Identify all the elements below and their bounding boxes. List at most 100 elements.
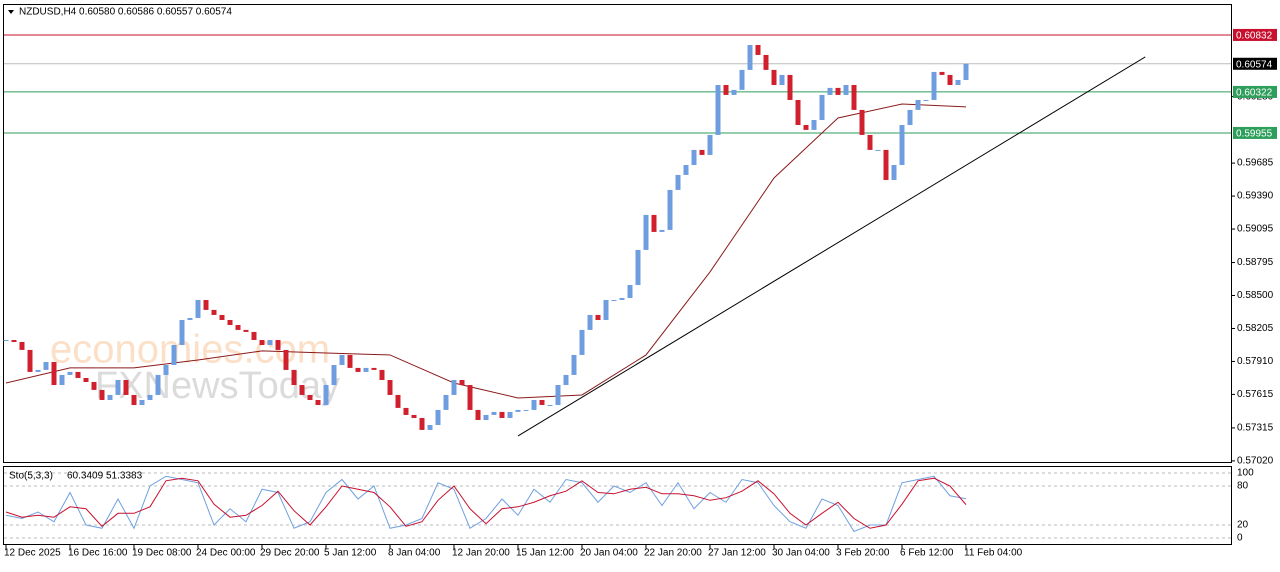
candle-body xyxy=(915,99,921,110)
candle-body xyxy=(651,214,657,232)
candle-body xyxy=(355,367,361,372)
x-tick-label: 22 Jan 20:00 xyxy=(644,548,702,559)
candle-body xyxy=(115,379,121,395)
x-tick-label: 5 Jan 12:00 xyxy=(324,548,377,559)
candle-body xyxy=(819,94,825,120)
candle-body xyxy=(443,394,449,410)
candle-body xyxy=(147,394,153,400)
candle-body xyxy=(307,394,313,400)
stoch-frame xyxy=(3,466,1232,545)
y-tick-label: 0.58205 xyxy=(1237,323,1274,334)
candle-body xyxy=(707,134,713,155)
candle-body xyxy=(859,109,865,135)
candle-body xyxy=(547,405,553,407)
candle-body xyxy=(59,374,65,386)
candle-body xyxy=(411,414,417,418)
candle-body xyxy=(139,399,145,406)
level-label-box xyxy=(1233,28,1277,41)
candle-body xyxy=(427,425,433,430)
candle-body xyxy=(435,409,441,426)
candle-body xyxy=(955,79,961,86)
candle-body xyxy=(267,339,273,346)
level-label-box xyxy=(1233,57,1277,70)
candle-body xyxy=(795,99,801,126)
candle-body xyxy=(171,345,177,366)
candle-body xyxy=(331,365,337,386)
candle-body xyxy=(283,349,289,370)
candle-body xyxy=(755,45,761,55)
candle-body xyxy=(803,125,809,130)
candle-body xyxy=(299,385,305,395)
candle-body xyxy=(107,394,113,400)
x-tick-label: 16 Dec 16:00 xyxy=(68,548,128,559)
candle-body xyxy=(315,399,321,406)
candle-body xyxy=(291,369,297,386)
candle-body xyxy=(67,371,73,375)
candle-body xyxy=(35,369,41,372)
candle-body xyxy=(371,367,377,370)
x-tick-label: 6 Feb 12:00 xyxy=(900,548,954,559)
candle-body xyxy=(899,125,905,166)
candle-body xyxy=(19,341,25,350)
candle-body xyxy=(771,69,777,86)
candle-body xyxy=(11,339,17,342)
candle-body xyxy=(891,165,897,180)
y-tick-label: 0.57020 xyxy=(1237,456,1274,467)
candle-body xyxy=(531,399,537,410)
x-tick-label: 8 Jan 04:00 xyxy=(388,548,441,559)
y-tick-label: 0.57315 xyxy=(1237,423,1274,434)
candle-body xyxy=(483,414,489,420)
candle-body xyxy=(99,389,105,400)
candle-body xyxy=(227,319,233,326)
candle-body xyxy=(867,134,873,150)
main-frame xyxy=(3,4,1232,463)
candle-body xyxy=(507,411,513,418)
candle-body xyxy=(43,361,49,370)
candle-body xyxy=(875,149,881,151)
candle-body xyxy=(155,374,161,395)
candle-body xyxy=(835,87,841,95)
x-tick-label: 12 Jan 20:00 xyxy=(452,548,510,559)
candle-body xyxy=(515,409,521,412)
candle-body xyxy=(699,149,705,155)
candle-body xyxy=(715,85,721,135)
candle-body xyxy=(851,85,857,110)
candle-body xyxy=(683,165,689,175)
x-tick-label: 30 Jan 04:00 xyxy=(772,548,830,559)
candle-body xyxy=(203,299,209,310)
y-tick-label: 0.59685 xyxy=(1237,158,1274,169)
candle-body xyxy=(475,409,481,420)
candle-body xyxy=(219,314,225,320)
candle-body xyxy=(747,45,753,70)
candle-body xyxy=(275,339,281,350)
candle-body xyxy=(667,189,673,230)
level-label: 0.60574 xyxy=(1236,59,1273,70)
stoch-signal-value: 51.3383 xyxy=(106,471,143,482)
candle-body xyxy=(691,149,697,166)
candle-body xyxy=(459,379,465,386)
x-tick-label: 12 Dec 2025 xyxy=(4,548,61,559)
candle-body xyxy=(347,354,353,368)
candle-body xyxy=(603,299,609,320)
candle-body xyxy=(563,374,569,386)
candle-body xyxy=(843,85,849,95)
level-label-box xyxy=(1233,126,1277,139)
candle-body xyxy=(827,87,833,95)
candle-body xyxy=(635,249,641,286)
menu-arrow[interactable] xyxy=(8,10,14,14)
candle-body xyxy=(939,71,945,75)
candle-body xyxy=(259,339,265,346)
candle-body xyxy=(379,369,385,380)
candle-body xyxy=(931,71,937,100)
y-tick-label: 0.59390 xyxy=(1237,191,1274,202)
moving-average xyxy=(5,103,967,399)
candle-body xyxy=(3,339,9,341)
candle-body xyxy=(467,385,473,410)
candle-body xyxy=(739,69,745,90)
candle-body xyxy=(731,89,737,95)
x-tick-label: 27 Jan 12:00 xyxy=(708,548,766,559)
candle-body xyxy=(451,379,457,395)
candle-body xyxy=(91,381,97,390)
y-tick-label: 0.58795 xyxy=(1237,257,1274,268)
